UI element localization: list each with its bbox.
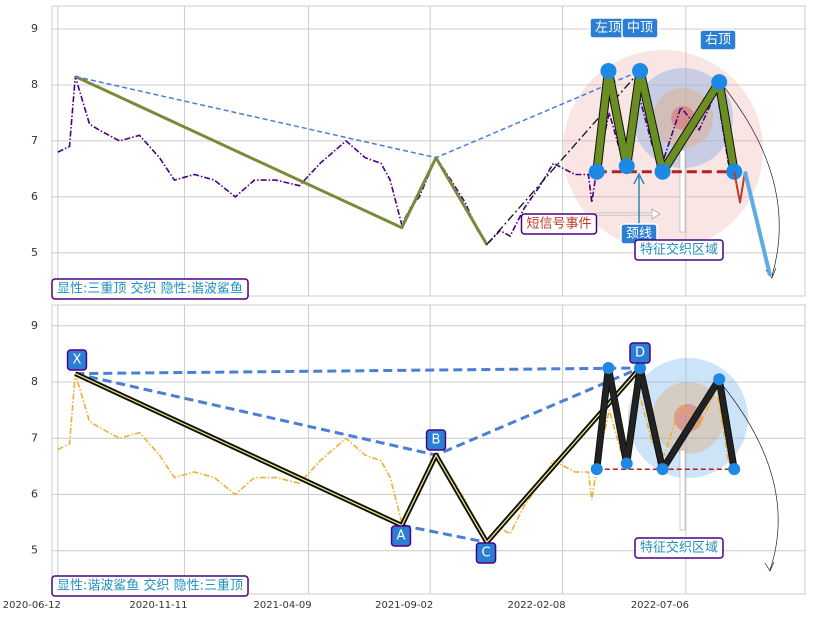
pattern-inner	[75, 367, 641, 544]
y-tick-label: 9	[31, 319, 38, 332]
pattern-point	[711, 74, 728, 91]
y-tick-label: 5	[31, 246, 38, 259]
pattern-point	[654, 163, 671, 180]
y-tick-label: 8	[31, 375, 38, 388]
pattern-point	[590, 463, 603, 476]
pattern-point	[713, 373, 726, 386]
annotation-box	[51, 575, 249, 597]
pattern-line	[401, 523, 488, 544]
y-tick-label: 7	[31, 134, 38, 147]
x-tick-label: 2022-02-08	[508, 600, 566, 611]
annotation-box	[629, 342, 651, 364]
annotation-label: 颈线	[626, 227, 652, 242]
panel-frame	[51, 304, 806, 595]
pattern-point	[656, 463, 669, 476]
annotation-box	[699, 29, 737, 51]
annotation: 中顶	[621, 17, 659, 39]
arrow	[595, 208, 661, 220]
x-tick-label: 2020-11-11	[129, 600, 187, 611]
annotation-box	[634, 537, 724, 559]
annotation-box	[425, 429, 447, 451]
annotation: 特征交织区域	[634, 537, 724, 559]
annotation: X	[66, 349, 88, 371]
annotation-label: 右顶	[705, 33, 731, 48]
pattern-point	[620, 457, 633, 470]
bar-marker	[679, 149, 686, 233]
pattern-point	[618, 158, 635, 175]
annotation-box	[51, 278, 249, 300]
annotation-label: D	[635, 346, 645, 361]
annotation-label: X	[73, 353, 82, 368]
annotation-box	[475, 542, 497, 564]
x-tick-label: 2021-04-09	[253, 600, 311, 611]
pattern-line	[733, 171, 746, 204]
pattern-point	[602, 361, 615, 374]
annotation: C	[475, 542, 497, 564]
annotation-label: 显性:三重顶 交织 隐性:谐波鲨鱼	[57, 281, 243, 297]
pattern-point	[728, 463, 741, 476]
annotation-label: A	[397, 529, 406, 544]
pattern-line	[75, 366, 641, 376]
annotation-label: C	[481, 546, 490, 561]
annotation-label: 特征交织区域	[640, 540, 718, 556]
annotation-box	[66, 349, 88, 371]
arrow	[633, 172, 645, 224]
decor	[51, 5, 806, 595]
zone	[653, 88, 713, 148]
annotation-label: 显性:谐波鲨鱼 交织 隐性:三重顶	[57, 578, 243, 594]
annotation-box	[390, 525, 412, 547]
y-tick-label: 8	[31, 78, 38, 91]
y-tick-label: 6	[31, 487, 38, 500]
arrow	[719, 381, 779, 572]
annotation: 显性:谐波鲨鱼 交织 隐性:三重顶	[51, 575, 249, 597]
pattern-point	[588, 163, 605, 180]
pattern-point	[600, 62, 617, 79]
panel-frame	[51, 5, 806, 297]
annotation-label: 中顶	[627, 21, 653, 36]
pattern-point	[634, 361, 647, 374]
pattern-line	[75, 70, 641, 159]
pattern-line	[743, 171, 772, 276]
annotation-box	[634, 239, 724, 261]
annotation: B	[425, 429, 447, 451]
y-tick-label: 5	[31, 544, 38, 557]
x-tick-label: 2021-09-02	[375, 600, 433, 611]
annotation: 右顶	[699, 29, 737, 51]
pattern-line	[74, 75, 489, 246]
grid	[52, 6, 805, 296]
annotation-label: 特征交织区域	[640, 242, 718, 258]
annotation-label: B	[432, 433, 441, 448]
y-tick-label: 6	[31, 190, 38, 203]
annotation-box	[621, 17, 659, 39]
annotation: 特征交织区域	[634, 239, 724, 261]
annotation: A	[390, 525, 412, 547]
x-tick-label: 2020-06-12	[3, 600, 61, 611]
y-tick-label: 7	[31, 431, 38, 444]
annotation-box	[520, 213, 598, 235]
y-tick-label: 9	[31, 22, 38, 35]
annotation-label: 短信号事件	[526, 217, 591, 232]
pattern-point	[632, 62, 649, 79]
annotation: 显性:三重顶 交织 隐性:谐波鲨鱼	[51, 278, 249, 300]
annotation: 左顶	[589, 17, 627, 39]
bar-marker	[679, 449, 686, 531]
annotation-label: 左顶	[595, 21, 621, 36]
zone	[674, 404, 702, 432]
annotation: 短信号事件	[520, 213, 598, 235]
annotation: D	[629, 342, 651, 364]
x-tick-label: 2022-07-06	[631, 600, 689, 611]
